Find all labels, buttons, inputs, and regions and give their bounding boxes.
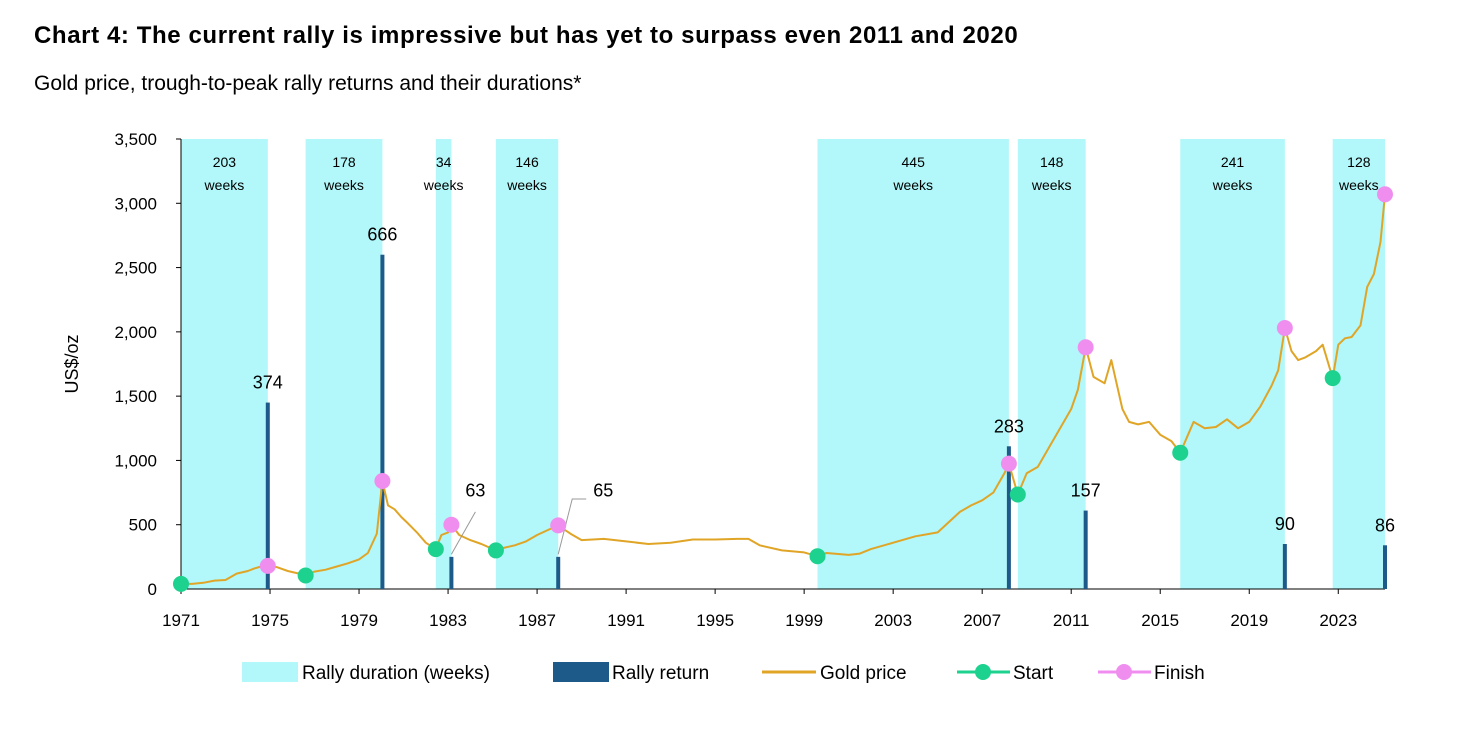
rally-duration-label: 445: [902, 154, 926, 170]
rally-duration-unit-label: weeks: [423, 177, 464, 193]
rally-duration-unit-label: weeks: [1031, 177, 1072, 193]
rally-duration-band: [495, 139, 559, 589]
y-tick-label: 3,500: [114, 130, 157, 149]
x-tick-label: 2019: [1230, 611, 1268, 630]
rally-duration-band: [1017, 139, 1086, 589]
rally-duration-label: 128: [1347, 154, 1371, 170]
x-tick-label: 1975: [251, 611, 289, 630]
y-tick-label: 2,000: [114, 323, 157, 342]
rally-start-marker: [487, 542, 504, 559]
legend-swatch-finish-marker: [1116, 664, 1132, 680]
rally-start-marker: [297, 567, 314, 584]
rally-finish-marker: [1077, 339, 1094, 356]
rally-return-label: 666: [367, 225, 397, 245]
y-tick-label: 3,000: [114, 194, 157, 213]
rally-finish-marker: [1377, 186, 1393, 203]
rally-return-label: 65: [593, 480, 613, 500]
rally-duration-band: [305, 139, 383, 589]
rally-finish-marker: [1276, 320, 1293, 336]
rally-return-label: 90: [1275, 514, 1295, 534]
rally-start-marker: [809, 548, 826, 565]
rally-return-bar: [556, 556, 561, 589]
rally-finish-marker: [259, 557, 276, 574]
rally-duration-unit-label: weeks: [1212, 177, 1253, 193]
rally-return-bar: [380, 254, 385, 589]
rally-start-marker: [427, 541, 444, 558]
x-tick-label: 2007: [963, 611, 1001, 630]
legend-label-rally-duration: Rally duration (weeks): [302, 663, 490, 684]
x-tick-label: 2023: [1319, 611, 1357, 630]
rally-duration-unit-label: weeks: [506, 177, 547, 193]
rally-return-label: 283: [994, 416, 1024, 436]
rally-duration-unit-label: weeks: [892, 177, 933, 193]
x-tick-label: 1991: [607, 611, 645, 630]
rally-return-label: 86: [1375, 515, 1395, 535]
y-tick-label: 1,500: [114, 387, 157, 406]
rally-finish-marker: [1000, 455, 1017, 472]
legend-label-finish: Finish: [1154, 663, 1205, 684]
y-tick-label: 2,500: [114, 259, 157, 278]
rally-duration-unit-label: weeks: [323, 177, 364, 193]
rally-return-bar: [449, 556, 454, 589]
rally-return-label: 157: [1071, 481, 1101, 501]
legend-label-start: Start: [1013, 663, 1054, 684]
rally-duration-band: [181, 139, 268, 589]
rally-start-marker: [1009, 486, 1026, 503]
legend-swatch-start-marker: [975, 664, 991, 680]
x-tick-label: 1987: [518, 611, 556, 630]
rally-duration-label: 34: [436, 154, 452, 170]
rally-duration-label: 146: [515, 154, 539, 170]
x-tick-label: 1983: [429, 611, 467, 630]
rally-duration-band: [817, 139, 1009, 589]
x-tick-label: 1999: [785, 611, 823, 630]
x-tick-label: 2011: [1053, 611, 1090, 630]
chart-subtitle: Gold price, trough-to-peak rally returns…: [34, 72, 582, 95]
rally-duration-unit-label: weeks: [204, 177, 245, 193]
rally-duration-label: 241: [1221, 154, 1245, 170]
rally-finish-marker: [550, 517, 567, 534]
rally-duration-label: 178: [332, 154, 356, 170]
rally-duration-label: 148: [1040, 154, 1064, 170]
rally-return-bar: [1083, 510, 1088, 589]
rally-duration-band: [1332, 139, 1385, 589]
rally-start-marker: [1172, 444, 1189, 461]
x-tick-label: 1971: [162, 611, 200, 630]
legend-label-gold-price: Gold price: [820, 663, 907, 684]
x-tick-label: 1979: [340, 611, 378, 630]
return-leader-line: [557, 498, 587, 555]
x-tick-label: 1995: [696, 611, 734, 630]
rally-return-label: 63: [465, 480, 485, 500]
rally-start-marker: [1324, 370, 1341, 387]
legend-swatch-rally-return: [553, 662, 609, 682]
rally-duration-label: 203: [213, 154, 237, 170]
rally-return-bar: [1383, 545, 1387, 589]
rally-finish-marker: [443, 516, 460, 533]
return-leader-line: [450, 511, 476, 555]
y-tick-label: 1,000: [114, 451, 157, 470]
y-tick-label: 0: [148, 580, 157, 599]
rally-duration-band: [1180, 139, 1285, 589]
rally-duration-unit-label: weeks: [1338, 177, 1379, 193]
rally-finish-marker: [374, 473, 391, 489]
rally-start-marker: [173, 575, 189, 592]
rally-return-label: 374: [253, 373, 283, 393]
y-axis-title: US$/oz: [62, 334, 82, 393]
rally-duration-band: [435, 139, 452, 589]
chart-title: Chart 4: The current rally is impressive…: [34, 22, 1019, 49]
y-tick-label: 500: [129, 516, 157, 535]
rally-return-bar: [265, 402, 270, 589]
x-tick-label: 2003: [874, 611, 912, 630]
legend-swatch-rally-duration: [242, 662, 298, 682]
x-tick-label: 2015: [1141, 611, 1179, 630]
rally-return-bar: [1006, 446, 1011, 589]
rally-return-bar: [1282, 544, 1287, 589]
legend-label-rally-return: Rally return: [612, 663, 709, 684]
